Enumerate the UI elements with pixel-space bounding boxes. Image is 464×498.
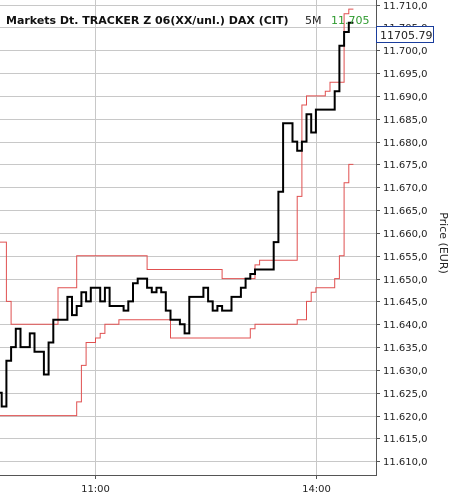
x-tick-label: 14:00 [302,484,331,495]
price-tag-value: 11705.79 [380,29,433,42]
y-tick-label: 11.610,0 [383,457,428,468]
y-tick-label: 11.650,0 [383,275,428,286]
x-axis: 11:00 14:00 [81,475,331,495]
lower-band-line [0,163,354,417]
y-tick-label: 11.660,0 [383,229,428,240]
plot-area [0,0,376,475]
price-tag: 11705.79 [376,26,434,43]
y-axis-title: Price (EUR) [437,212,450,274]
y-tick-label: 11.670,0 [383,183,428,194]
y-tick-label: 11.680,0 [383,138,428,149]
y-tick-label: 11.710,0 [383,1,428,12]
y-tick-label: 11.695,0 [383,69,428,80]
y-tick-label: 11.635,0 [383,343,428,354]
y-tick-label: 11.640,0 [383,320,428,331]
y-tick-label: 11.700,0 [383,46,428,57]
y-tick-label: 11.645,0 [383,297,428,308]
upper-band-line [0,8,354,325]
y-tick-label: 11.655,0 [383,252,428,263]
header: Markets Dt. TRACKER Z 06(XX/unl.) DAX (C… [6,14,370,27]
y-tick-label: 11.630,0 [383,366,428,377]
y-tick-label: 11.685,0 [383,115,428,126]
y-tick-label: 11.625,0 [383,389,428,400]
price-series-line [0,21,354,408]
grid [0,0,376,475]
series-group [0,8,354,417]
y-tick-label: 11.690,0 [383,92,428,103]
y-tick-label: 11.615,0 [383,434,428,445]
timeframe-label: 5M [305,14,322,27]
price-tag-box [376,26,434,43]
y-tick-label: 11.675,0 [383,160,428,171]
y-tick-label: 11.665,0 [383,206,428,217]
chart-title: Markets Dt. TRACKER Z 06(XX/unl.) DAX (C… [6,14,288,27]
y-axis: 11.610,0 11.615,0 11.620,0 11.625,0 11.630,0… [376,1,428,468]
y-tick-label: 11.620,0 [383,412,428,423]
x-tick-label: 11:00 [81,484,110,495]
last-value-label: 11.705 [331,14,370,27]
